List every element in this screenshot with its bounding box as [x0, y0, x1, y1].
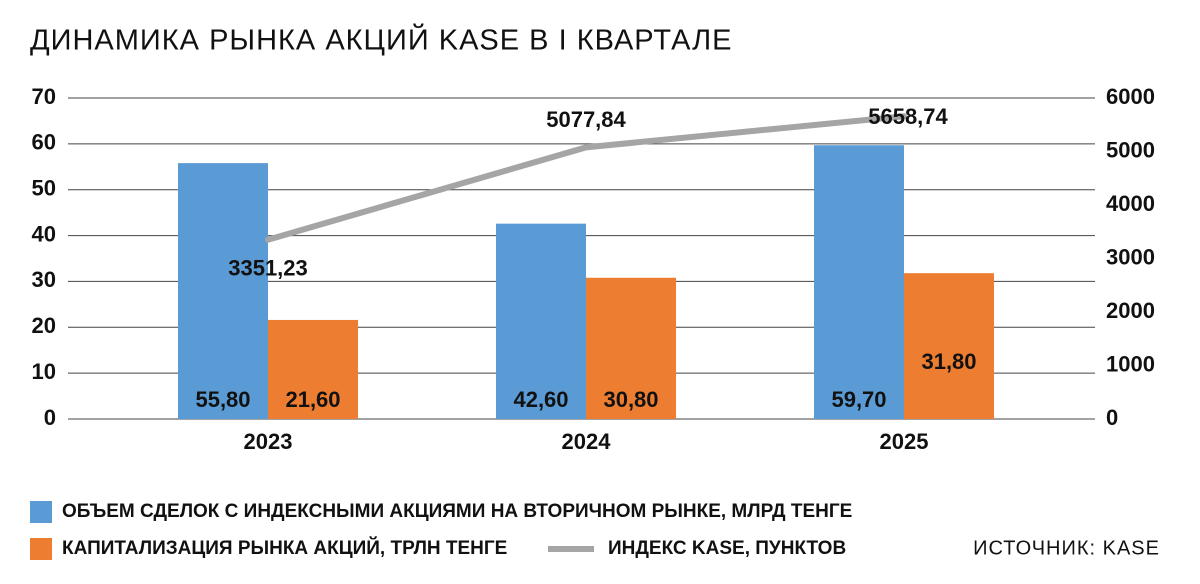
value-label: 55,80: [195, 387, 250, 412]
value-label: 21,60: [285, 387, 340, 412]
bar: [268, 319, 358, 419]
y2-tick-label: 2000: [1106, 298, 1155, 323]
y-tick-label: 30: [32, 267, 56, 292]
bar: [904, 273, 994, 419]
y-tick-label: 60: [32, 130, 56, 155]
y2-tick-label: 6000: [1106, 84, 1155, 109]
value-label: 31,80: [921, 349, 976, 374]
y-tick-label: 20: [32, 313, 56, 338]
y2-tick-label: 1000: [1106, 351, 1155, 376]
y-tick-label: 0: [44, 405, 56, 430]
value-label: 42,60: [513, 387, 568, 412]
line-value-label: 5658,74: [868, 104, 948, 129]
y-tick-label: 70: [32, 84, 56, 109]
y2-tick-label: 3000: [1106, 244, 1155, 269]
legend-label: ИНДЕКС KASE, ПУНКТОВ: [608, 538, 846, 559]
line: [265, 113, 907, 243]
source: ИСТОЧНИК: KASE: [973, 537, 1160, 559]
x-tick-label: 2025: [880, 429, 929, 454]
legend-label: ОБЪЕМ СДЕЛОК С ИНДЕКСНЫМИ АКЦИЯМИ НА ВТО…: [62, 501, 852, 522]
legend-swatch: [30, 538, 52, 560]
x-tick-label: 2023: [244, 429, 293, 454]
y-tick-label: 10: [32, 359, 56, 384]
legend-swatch: [30, 501, 52, 523]
x-tick-label: 2024: [562, 429, 612, 454]
bar: [814, 145, 904, 420]
y2-tick-label: 0: [1106, 405, 1118, 430]
line-value-label: 5077,84: [546, 107, 626, 132]
y-tick-label: 40: [32, 221, 56, 246]
value-label: 30,80: [603, 387, 658, 412]
y-tick-label: 50: [32, 176, 56, 201]
value-label: 59,70: [831, 387, 886, 412]
legend-label: КАПИТАЛИЗАЦИЯ РЫНКА АКЦИЙ, ТРЛН ТЕНГЕ: [62, 537, 507, 559]
y2-tick-label: 5000: [1106, 137, 1155, 162]
y2-tick-label: 4000: [1106, 191, 1155, 216]
line-value-label: 3351,23: [228, 256, 308, 281]
bar: [496, 223, 586, 419]
chart-title: ДИНАМИКА РЫНКА АКЦИЙ KASE В I КВАРТАЛЕ: [30, 23, 732, 57]
bar: [586, 277, 676, 419]
bar: [178, 163, 268, 419]
